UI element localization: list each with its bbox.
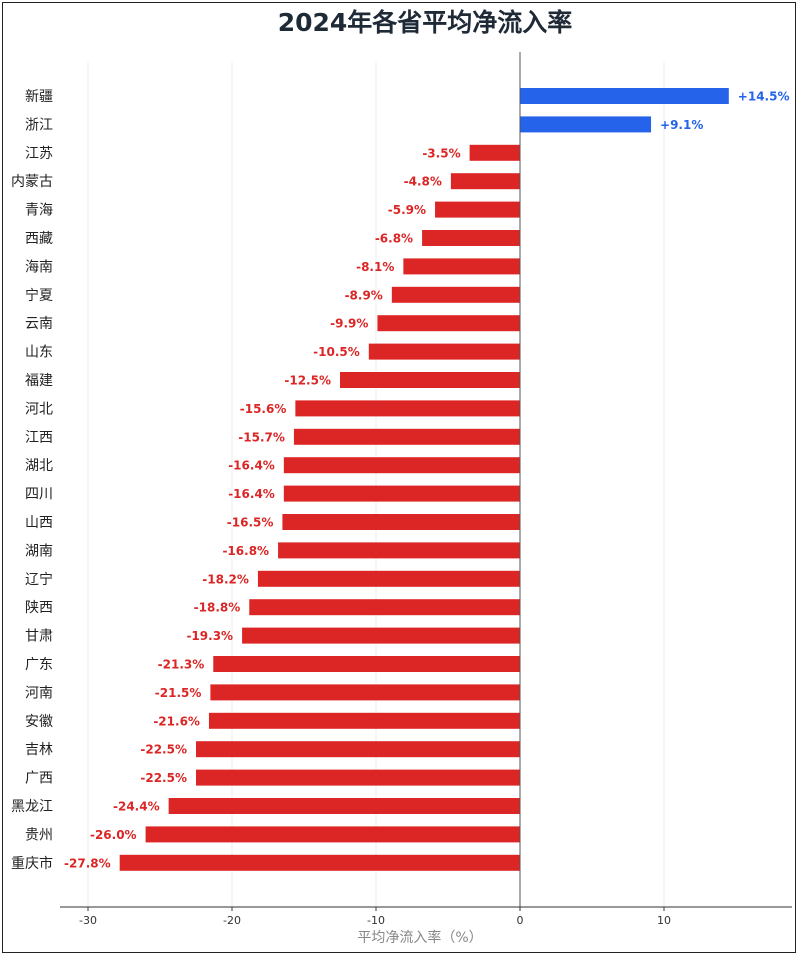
data-label-26: -26.0% bbox=[90, 828, 137, 842]
bar-23 bbox=[196, 741, 520, 758]
bars bbox=[119, 88, 729, 871]
bar-12 bbox=[293, 428, 520, 445]
data-label-18: -18.8% bbox=[194, 601, 241, 615]
bar-5 bbox=[422, 230, 520, 246]
category-label-9: 山东 bbox=[25, 345, 53, 361]
data-label-5: -6.8% bbox=[375, 232, 413, 246]
bar-26 bbox=[145, 826, 520, 843]
data-label-4: -5.9% bbox=[388, 203, 426, 217]
x-tick-label-4: 10 bbox=[657, 914, 671, 927]
category-label-14: 四川 bbox=[25, 487, 53, 503]
data-label-8: -9.9% bbox=[330, 317, 368, 331]
data-label-23: -22.5% bbox=[140, 743, 187, 757]
data-label-12: -15.7% bbox=[238, 430, 285, 444]
category-labels: 新疆浙江江苏内蒙古青海西藏海南宁夏云南山东福建河北江西湖北四川山西湖南辽宁陕西甘… bbox=[11, 89, 53, 872]
data-label-13: -16.4% bbox=[228, 459, 275, 473]
data-label-21: -21.5% bbox=[155, 686, 202, 700]
data-label-3: -4.8% bbox=[404, 175, 442, 189]
bar-7 bbox=[391, 286, 520, 303]
data-label-14: -16.4% bbox=[228, 487, 275, 501]
category-label-0: 新疆 bbox=[25, 89, 53, 105]
data-label-22: -21.6% bbox=[153, 714, 200, 728]
bar-8 bbox=[377, 315, 520, 332]
category-label-19: 甘肃 bbox=[25, 629, 53, 645]
bar-10 bbox=[340, 372, 520, 388]
data-label-15: -16.5% bbox=[227, 516, 274, 530]
bar-6 bbox=[403, 258, 520, 275]
category-label-25: 黑龙江 bbox=[11, 799, 53, 815]
bar-4 bbox=[435, 201, 520, 218]
bar-22 bbox=[208, 712, 520, 729]
bar-24 bbox=[196, 769, 520, 786]
category-label-20: 广东 bbox=[25, 657, 53, 673]
data-label-19: -19.3% bbox=[186, 629, 233, 643]
bar-9 bbox=[368, 343, 520, 360]
category-label-3: 内蒙古 bbox=[11, 174, 53, 190]
x-axis-label: 平均净流入率（%） bbox=[357, 929, 482, 946]
category-label-6: 海南 bbox=[25, 259, 53, 275]
grid-lines bbox=[87, 62, 665, 907]
x-axis: -30 -20 -10 0 10 bbox=[60, 906, 792, 927]
category-label-27: 重庆市 bbox=[11, 855, 53, 872]
bar-15 bbox=[282, 514, 520, 530]
chart-title: 2024年各省平均净流入率 bbox=[278, 8, 573, 37]
bar-17 bbox=[257, 570, 520, 587]
category-label-8: 云南 bbox=[25, 316, 53, 332]
bar-21 bbox=[210, 684, 520, 701]
category-label-24: 广西 bbox=[25, 771, 53, 787]
category-label-17: 辽宁 bbox=[25, 571, 53, 588]
category-label-10: 福建 bbox=[25, 373, 53, 389]
data-labels: +14.5% +9.1% -3.5% -4.8% -5.9% -6.8% -8.1% -8.9… bbox=[64, 90, 789, 871]
bar-11 bbox=[295, 400, 520, 417]
category-label-4: 青海 bbox=[25, 203, 53, 219]
data-label-25: -24.4% bbox=[113, 800, 160, 814]
data-label-2: -3.5% bbox=[422, 146, 460, 160]
bar-2 bbox=[469, 144, 520, 161]
category-label-22: 安徽 bbox=[25, 714, 53, 730]
bar-16 bbox=[278, 542, 520, 559]
data-label-1: +9.1% bbox=[660, 118, 703, 132]
x-tick-label-2: -10 bbox=[367, 914, 385, 927]
category-label-11: 河北 bbox=[25, 401, 53, 417]
data-label-7: -8.9% bbox=[345, 288, 383, 302]
bar-3 bbox=[450, 173, 520, 190]
bar-19 bbox=[242, 627, 520, 644]
data-label-0: +14.5% bbox=[738, 90, 790, 104]
category-label-2: 江苏 bbox=[25, 146, 53, 162]
bar-18 bbox=[249, 599, 520, 616]
data-label-20: -21.3% bbox=[158, 658, 205, 672]
x-tick-label-3: 0 bbox=[517, 914, 524, 927]
bar-0 bbox=[520, 88, 729, 104]
bar-1 bbox=[520, 116, 652, 133]
data-label-24: -22.5% bbox=[140, 771, 187, 785]
x-tick-label-1: -20 bbox=[223, 914, 241, 927]
data-label-6: -8.1% bbox=[356, 260, 394, 274]
category-label-18: 陕西 bbox=[25, 600, 53, 616]
bar-14 bbox=[283, 485, 520, 502]
data-label-10: -12.5% bbox=[284, 374, 331, 388]
x-tick-label-0: -30 bbox=[79, 914, 97, 927]
data-label-17: -18.2% bbox=[202, 572, 249, 586]
bar-20 bbox=[213, 656, 520, 672]
data-label-27: -27.8% bbox=[64, 856, 111, 870]
category-label-15: 山西 bbox=[25, 515, 53, 531]
bar-25 bbox=[168, 798, 520, 814]
category-label-7: 宁夏 bbox=[25, 287, 53, 304]
bar-27 bbox=[119, 854, 521, 871]
category-label-12: 江西 bbox=[25, 430, 53, 446]
category-label-26: 贵州 bbox=[25, 827, 53, 843]
data-label-11: -15.6% bbox=[240, 402, 287, 416]
data-label-9: -10.5% bbox=[313, 345, 360, 359]
data-label-16: -16.8% bbox=[222, 544, 269, 558]
category-label-16: 湖南 bbox=[25, 543, 53, 559]
category-label-23: 吉林 bbox=[25, 742, 53, 758]
category-label-13: 湖北 bbox=[25, 458, 53, 474]
category-label-21: 河南 bbox=[25, 685, 53, 701]
bar-13 bbox=[283, 457, 520, 474]
category-label-1: 浙江 bbox=[25, 117, 53, 133]
category-label-5: 西藏 bbox=[25, 231, 53, 247]
